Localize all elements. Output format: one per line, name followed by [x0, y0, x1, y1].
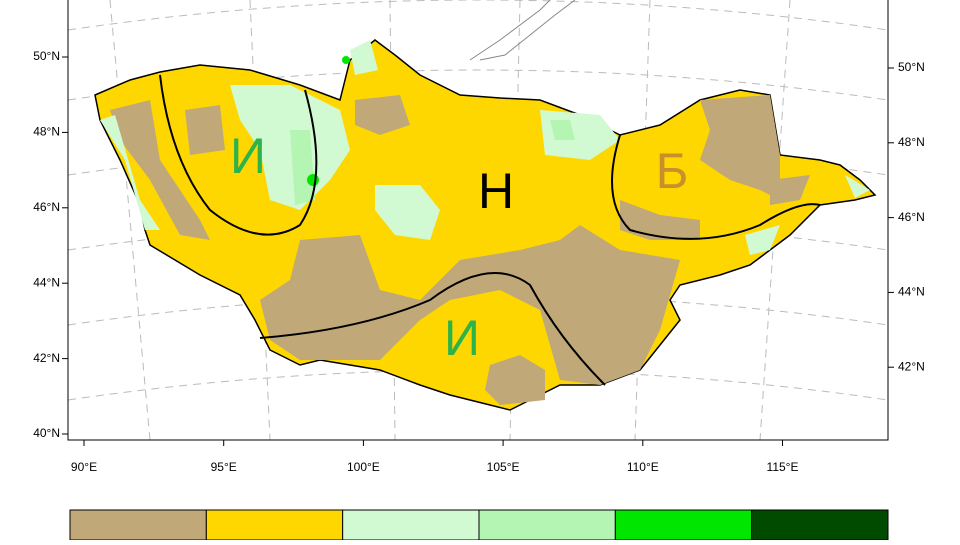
frame — [67, 0, 889, 441]
lon-label: 105°E — [487, 460, 520, 474]
colorbar-swatch — [69, 509, 207, 541]
colorbar-swatch — [751, 509, 889, 541]
region-label: И — [444, 310, 480, 366]
lon-label: 100°E — [347, 460, 380, 474]
colorbar-swatch — [478, 509, 616, 541]
colorbar-swatch — [205, 509, 344, 541]
border-line — [469, 0, 576, 61]
lon-label: 90°E — [71, 460, 97, 474]
lat-label: 48°N — [33, 125, 60, 139]
lat-label: 50°N — [33, 49, 60, 63]
region-label: Б — [656, 143, 689, 199]
colorbar — [69, 509, 889, 541]
lat-labels-right: 50°N 48°N 46°N 44°N 42°N — [888, 60, 925, 373]
lon-label: 110°E — [627, 460, 659, 474]
colorbar-swatch — [614, 509, 753, 541]
lat-label: 42°N — [33, 351, 60, 365]
lat-label: 42°N — [898, 359, 925, 373]
lat-label: 44°N — [898, 285, 925, 299]
lat-label: 50°N — [898, 60, 925, 74]
lat-label: 48°N — [898, 135, 925, 149]
region-label: Н — [478, 163, 514, 219]
lon-labels: 90°E 95°E 100°E 105°E 110°E 115°E — [71, 440, 799, 474]
mid-green-areas — [290, 120, 575, 205]
lon-label: 95°E — [211, 460, 237, 474]
lat-labels-left: 50°N 48°N 46°N 44°N 42°N 40°N — [33, 49, 68, 440]
region-label: И — [230, 128, 266, 184]
lat-label: 44°N — [33, 275, 60, 289]
colorbar-swatch — [342, 509, 480, 541]
lat-label: 46°N — [898, 210, 925, 224]
map-area: И Н Б И — [67, 0, 889, 441]
tan-areas — [110, 95, 810, 405]
lon-label: 115°E — [767, 460, 799, 474]
lat-label: 40°N — [33, 426, 60, 440]
contour-lines — [159, 74, 821, 386]
lat-label: 46°N — [33, 200, 60, 214]
